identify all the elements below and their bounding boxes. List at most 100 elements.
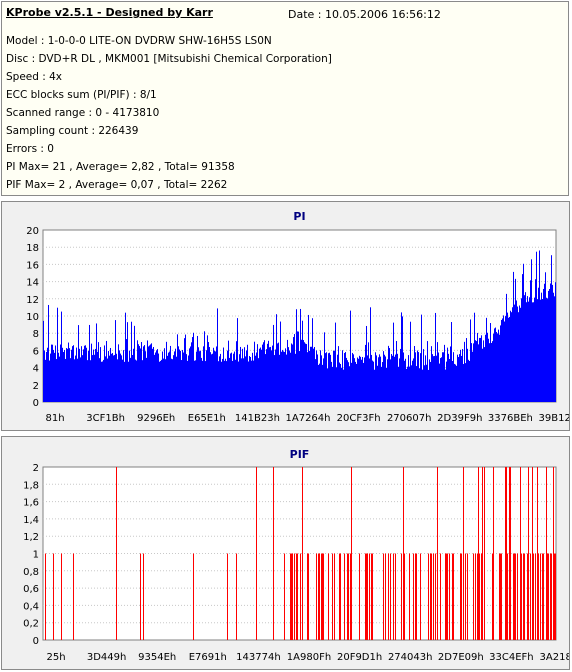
pif-bar — [416, 553, 417, 640]
pi-bar — [134, 325, 135, 402]
pi-bar — [124, 361, 125, 402]
pi-bar — [112, 353, 113, 402]
pi-bar — [115, 320, 116, 402]
pi-bar — [291, 343, 292, 402]
pif-bar — [540, 553, 541, 640]
pif-bar — [401, 553, 402, 640]
pif-bar — [433, 553, 434, 640]
pif-bar — [236, 553, 237, 640]
pi-bar — [296, 309, 297, 402]
pif-bar — [318, 553, 319, 640]
pi-x-tick-label: 141B23h — [235, 413, 280, 424]
pi-bar — [122, 359, 123, 402]
pi-bar — [166, 341, 167, 402]
pi-bar — [362, 356, 363, 402]
pi-x-tick-label: 20CF3Fh — [337, 413, 381, 424]
pi-bar — [446, 361, 447, 402]
pif-chart-title: PIF — [290, 448, 310, 461]
pi-bar — [179, 349, 180, 402]
pi-bar — [272, 345, 273, 402]
pif-bar — [340, 553, 341, 640]
pi-bar — [527, 296, 528, 402]
pi-bar — [298, 331, 299, 402]
pi-bar — [50, 353, 51, 402]
pif-bar — [482, 467, 483, 640]
pi-bar — [181, 360, 182, 402]
pi-bar — [461, 355, 462, 402]
info-pif-stats: PIF Max= 2 , Average= 0,07 , Total= 2262 — [6, 179, 228, 191]
pi-bar — [487, 332, 488, 402]
pif-y-tick-label: 1,4 — [23, 515, 39, 526]
pi-bar — [194, 360, 195, 402]
pi-bar — [292, 344, 293, 402]
pi-bar — [146, 357, 147, 402]
pi-bar — [548, 290, 549, 402]
pi-bar — [491, 343, 492, 402]
pi-bar — [219, 356, 220, 402]
pi-bar — [402, 316, 403, 402]
pi-bar — [342, 350, 343, 402]
pi-bar — [521, 298, 522, 402]
pi-bar — [178, 346, 179, 402]
pif-bar — [440, 553, 441, 640]
pi-bar — [393, 322, 394, 402]
pi-bar — [73, 345, 74, 402]
pif-bar — [348, 553, 349, 640]
pi-bar — [285, 348, 286, 402]
pif-bar — [523, 553, 524, 640]
pi-bar — [190, 346, 191, 402]
pif-bar — [307, 553, 308, 640]
pif-bar — [447, 553, 448, 640]
pi-bar — [429, 359, 430, 402]
pi-bar — [304, 342, 305, 402]
pif-bar — [321, 553, 322, 640]
pif-x-tick-label: 20F9D1h — [337, 652, 382, 663]
pi-bar — [209, 347, 210, 402]
pi-bar — [364, 357, 365, 402]
pi-bar — [445, 369, 446, 402]
pi-bar — [127, 322, 128, 402]
pi-bar — [71, 349, 72, 402]
pi-bar — [256, 352, 257, 402]
pi-bar — [212, 353, 213, 402]
pi-bar — [456, 365, 457, 402]
pi-bar — [222, 358, 223, 402]
pi-bar — [125, 312, 126, 402]
pif-bar — [403, 467, 404, 640]
pif-bar — [506, 467, 507, 640]
pi-bar — [139, 346, 140, 402]
pi-bar — [221, 361, 222, 402]
pi-bar — [171, 358, 172, 402]
pi-bar — [129, 350, 130, 402]
pi-bar — [244, 347, 245, 402]
pi-bar — [365, 344, 366, 402]
pi-bar — [312, 318, 313, 402]
pi-bar — [301, 339, 302, 402]
pif-y-tick-label: 1 — [33, 550, 39, 561]
pi-bar — [227, 350, 228, 402]
pi-bar — [205, 361, 206, 402]
pi-bar — [68, 342, 69, 402]
pi-bar — [236, 341, 237, 402]
pi-bar — [229, 357, 230, 402]
pif-bar — [510, 467, 511, 640]
pif-bar — [347, 553, 348, 640]
pi-bar — [411, 365, 412, 402]
pif-bar — [296, 553, 297, 640]
pi-bar — [486, 317, 487, 402]
pi-bar — [270, 346, 271, 402]
pi-bar — [126, 339, 127, 402]
pi-bar — [238, 361, 239, 402]
pif-series — [45, 467, 556, 640]
pi-bar — [294, 334, 295, 402]
info-errors: Errors : 0 — [6, 143, 54, 155]
pi-bar — [289, 350, 290, 402]
pif-bar — [322, 553, 323, 640]
pi-bar — [444, 344, 445, 402]
pi-bar — [384, 354, 385, 402]
pi-bar — [332, 366, 333, 402]
pi-bar — [327, 368, 328, 402]
pi-bar — [280, 321, 281, 402]
pi-bar — [99, 358, 100, 402]
pif-bar — [344, 553, 345, 640]
